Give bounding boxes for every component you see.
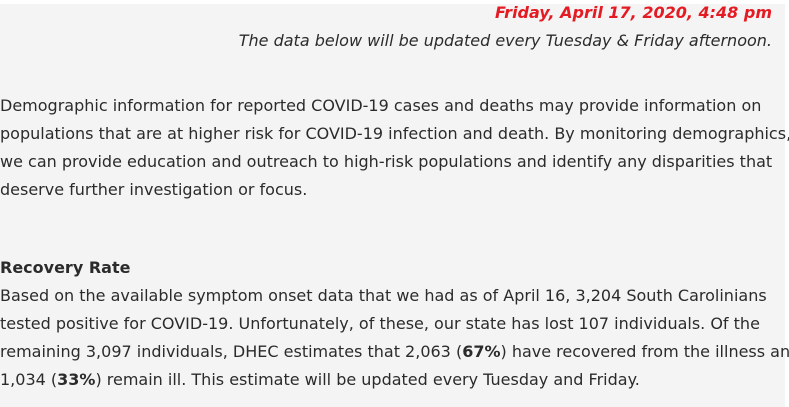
recovery-text: ) remain ill. This estimate will be upda… [95, 370, 640, 389]
recovered-percent: 67% [462, 342, 501, 361]
intro-paragraph: Demographic information for reported COV… [0, 92, 789, 204]
recovery-text: 1,034 ( [0, 370, 58, 389]
recovery-line: Based on the available symptom onset dat… [0, 286, 767, 305]
recovery-text: remaining 3,097 individuals, DHEC estima… [0, 342, 463, 361]
recovery-text: ) have recovered from the illness and [500, 342, 789, 361]
update-date: Friday, April 17, 2020, 4:48 pm [495, 3, 772, 22]
intro-line: we can provide education and outreach to… [0, 152, 773, 171]
intro-line: deserve further investigation or focus. [0, 180, 308, 199]
recovery-line: remaining 3,097 individuals, DHEC estima… [0, 338, 789, 366]
recovery-rate-paragraph: Based on the available symptom onset dat… [0, 282, 789, 394]
ill-percent: 33% [57, 370, 96, 389]
recovery-line: tested positive for COVID-19. Unfortunat… [0, 314, 760, 333]
update-schedule-note: The data below will be updated every Tue… [238, 31, 772, 50]
intro-line: Demographic information for reported COV… [0, 96, 762, 115]
top-divider [0, 0, 789, 4]
right-divider [785, 0, 789, 407]
intro-line: populations that are at higher risk for … [0, 124, 789, 143]
recovery-rate-heading: Recovery Rate [0, 258, 131, 277]
recovery-line: 1,034 (33%) remain ill. This estimate wi… [0, 366, 780, 394]
